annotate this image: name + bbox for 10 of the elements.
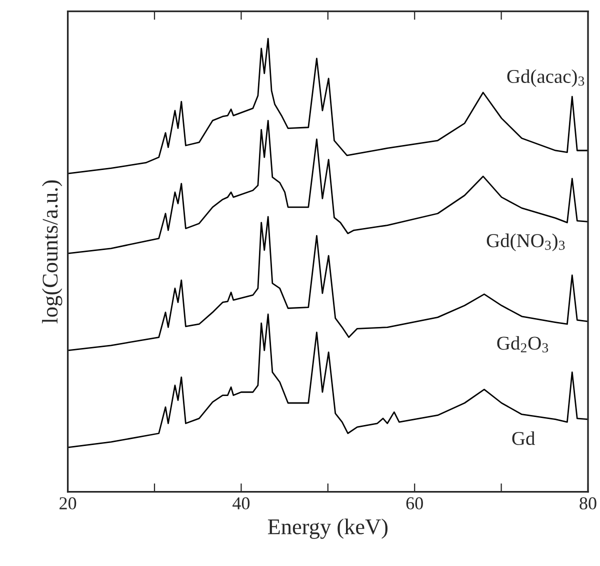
series-label: Gd — [512, 431, 535, 446]
series-label: Gd(NO$_{3}$)$_{3}$ — [486, 234, 565, 252]
x-tick-label: 20 — [60, 497, 76, 510]
x-axis-title: Energy (keV) — [268, 518, 388, 539]
x-tick-label: 40 — [232, 497, 250, 510]
x-tick-label: 60 — [406, 497, 423, 510]
series-label: Gd$_{2}$O$_{3}$ — [497, 336, 548, 352]
y-axis-title: log(Counts/a.u.) — [42, 180, 62, 324]
x-tick-label: 80 — [580, 497, 596, 510]
series-label: Gd(acac)$_{3}$ — [507, 69, 584, 87]
